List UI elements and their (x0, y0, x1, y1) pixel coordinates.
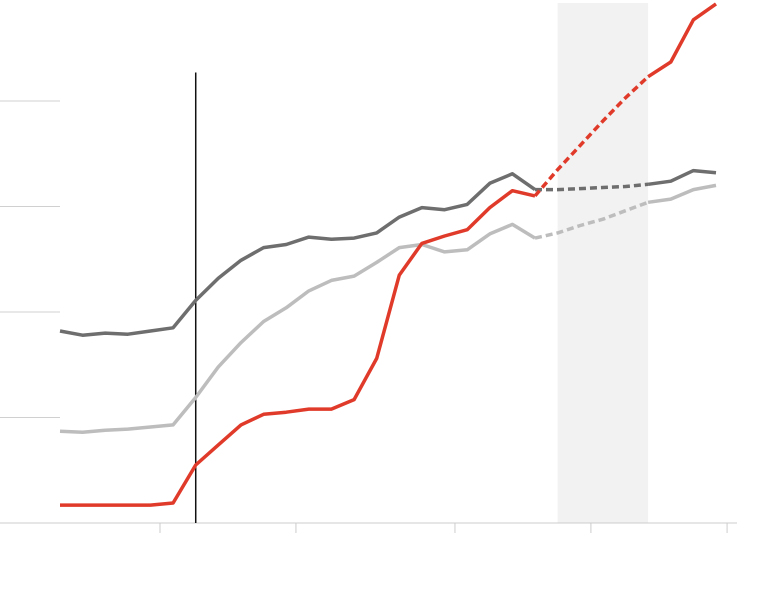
line-series (647, 168, 717, 187)
line-series-projection (534, 200, 649, 240)
line-series (59, 172, 537, 337)
line-series-projection (533, 75, 650, 198)
line-series-projection (535, 182, 649, 192)
line-series (60, 188, 536, 507)
shaded-region (557, 3, 649, 523)
line-series (647, 2, 718, 79)
line-series (59, 222, 536, 435)
line-series (647, 183, 717, 205)
